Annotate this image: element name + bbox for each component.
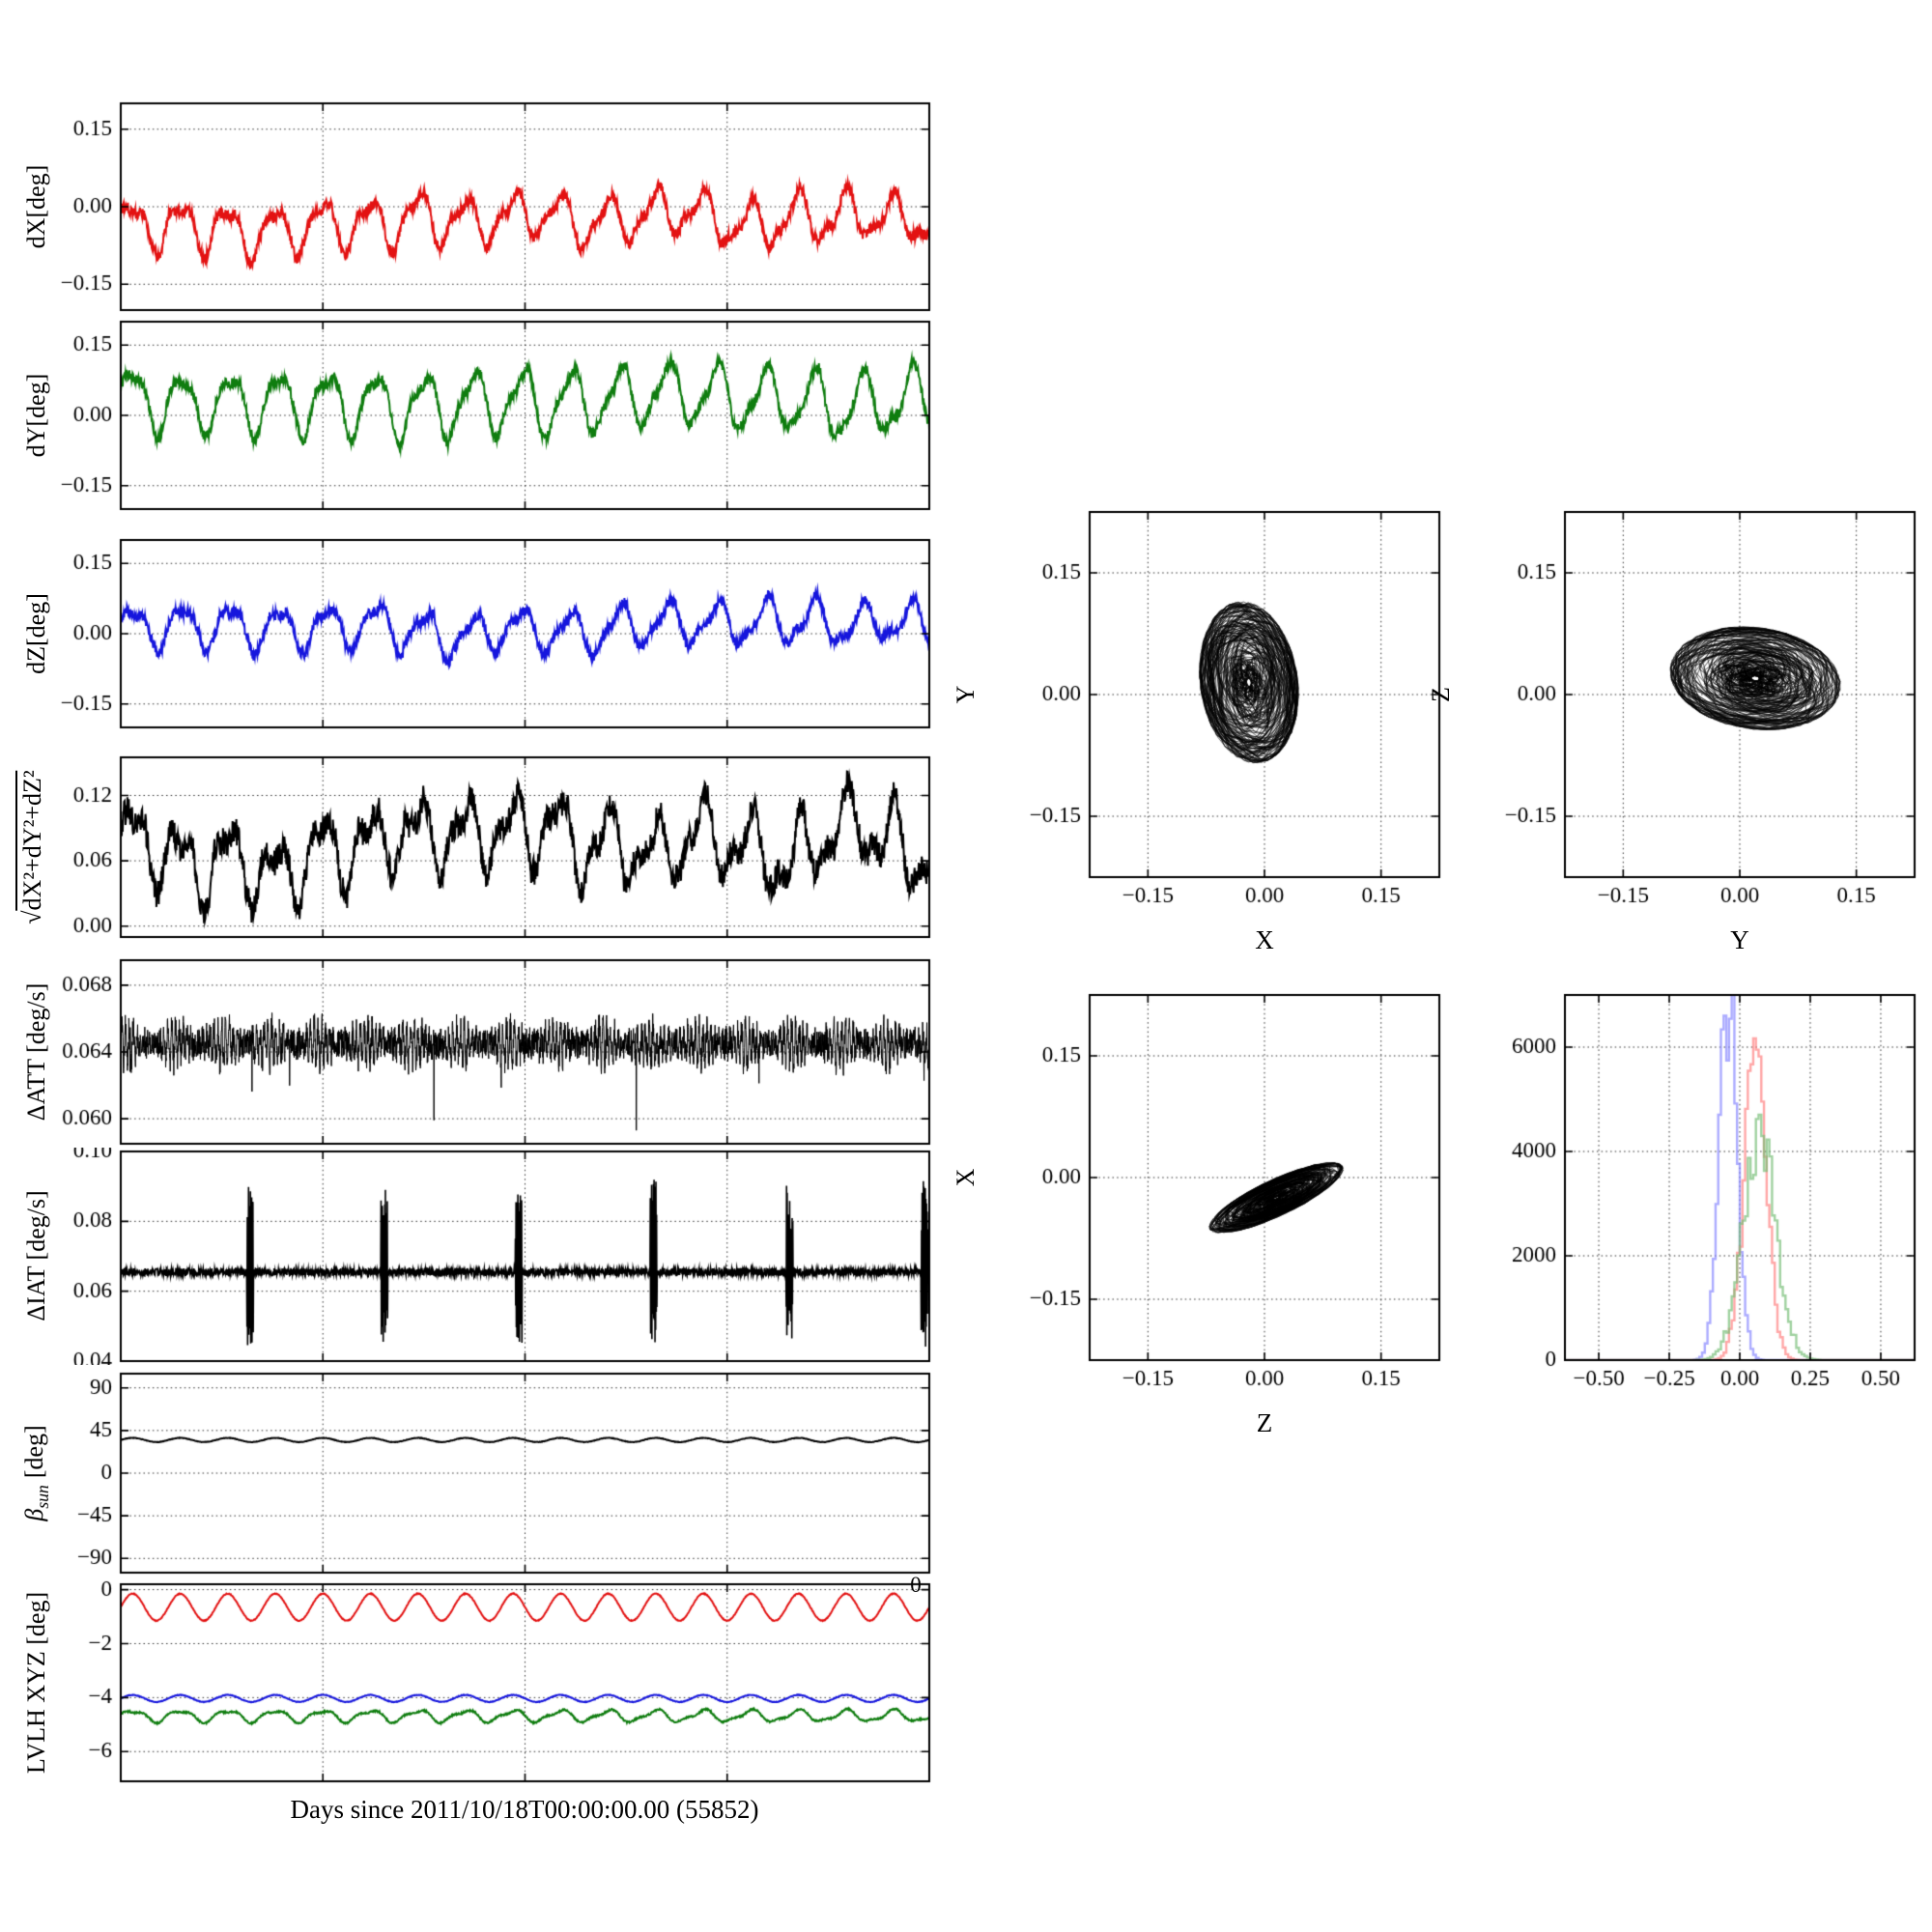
time-axis-label: Days since 2011/10/18T00:00:00.00 (55852… <box>290 1795 759 1824</box>
delta-iat-canvas <box>48 1148 937 1365</box>
scatter-yz-xlabel: Y <box>1730 925 1749 954</box>
histogram-canvas <box>1485 989 1922 1403</box>
delta-att-canvas <box>48 956 937 1148</box>
error-magnitude-canvas <box>48 753 937 941</box>
beta-unit: [deg] <box>19 1425 48 1479</box>
dz-timeseries-canvas <box>48 536 937 731</box>
scatter-yz-ylabel: Z <box>1427 687 1455 702</box>
scatter-xy-canvas <box>1009 506 1447 920</box>
lvlh-axis-label: LVLH XYZ [deg] <box>22 1591 50 1775</box>
dy-timeseries-canvas <box>48 318 937 513</box>
lvlh-xyz-canvas <box>48 1580 937 1785</box>
beta-sun-axis-label: βsun [deg] <box>20 1425 53 1520</box>
radical-sign: √ <box>18 910 46 924</box>
dz-axis-label: dZ[deg] <box>22 593 50 674</box>
beta-symbol: β <box>19 1508 48 1521</box>
scatter-zx-canvas <box>1009 989 1447 1403</box>
dx-axis-label: dX[deg] <box>22 164 50 249</box>
scatter-yz-canvas <box>1485 506 1922 920</box>
radicand-text: dX²+dY²+dZ² <box>15 770 46 911</box>
delta-att-axis-label: ΔATT [deg/s] <box>22 982 50 1122</box>
delta-iat-axis-label: ΔIAT [deg/s] <box>22 1190 50 1321</box>
scatter-zx-xlabel: Z <box>1256 1408 1273 1437</box>
scatter-xy-xlabel: X <box>1255 925 1274 954</box>
scatter-xy-ylabel: Y <box>952 685 980 704</box>
beta-subscript: sun <box>33 1485 53 1509</box>
dy-axis-label: dY[deg] <box>22 373 50 458</box>
beta-sun-canvas <box>48 1370 937 1577</box>
dx-timeseries-canvas <box>48 99 937 314</box>
magnitude-axis-label: √dX²+dY²+dZ² <box>15 770 47 924</box>
scatter-zx-ylabel: X <box>952 1168 980 1187</box>
stray-zero-tick-label: 0 <box>910 1573 922 1597</box>
